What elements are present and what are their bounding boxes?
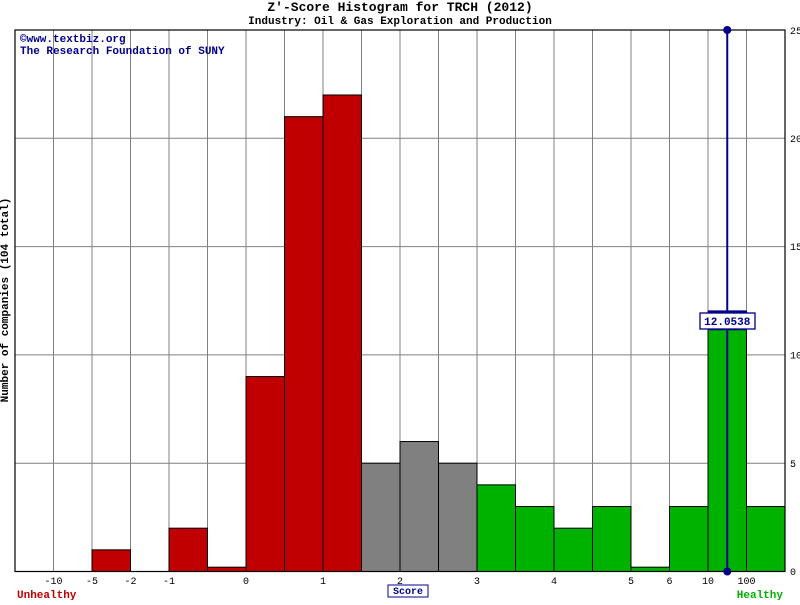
svg-text:5: 5 — [790, 460, 796, 471]
svg-text:10: 10 — [790, 352, 800, 363]
svg-text:-10: -10 — [44, 577, 62, 588]
svg-text:-1: -1 — [163, 577, 175, 588]
svg-text:20: 20 — [790, 135, 800, 146]
svg-text:-2: -2 — [124, 577, 136, 588]
svg-text:Number of companies (104 total: Number of companies (104 total) — [0, 198, 12, 403]
svg-text:10: 10 — [702, 577, 714, 588]
svg-text:-5: -5 — [86, 577, 98, 588]
svg-text:Z'-Score Histogram for TRCH (2: Z'-Score Histogram for TRCH (2012) — [267, 0, 532, 15]
svg-text:3: 3 — [474, 577, 480, 588]
svg-text:©www.textbiz.org: ©www.textbiz.org — [20, 34, 126, 46]
svg-text:6: 6 — [666, 577, 672, 588]
svg-text:15: 15 — [790, 243, 800, 254]
svg-text:The Research Foundation of SUN: The Research Foundation of SUNY — [20, 46, 225, 58]
svg-text:25: 25 — [790, 27, 800, 38]
svg-text:5: 5 — [628, 577, 634, 588]
svg-text:4: 4 — [551, 577, 557, 588]
svg-text:Industry: Oil & Gas Exploratio: Industry: Oil & Gas Exploration and Prod… — [248, 16, 552, 28]
svg-text:Score: Score — [393, 587, 423, 598]
svg-text:1: 1 — [320, 577, 326, 588]
svg-text:0: 0 — [243, 577, 249, 588]
svg-text:Healthy: Healthy — [737, 590, 784, 600]
svg-text:100: 100 — [737, 577, 755, 588]
svg-text:Unhealthy: Unhealthy — [17, 590, 77, 600]
svg-text:12.0538: 12.0538 — [704, 317, 751, 329]
svg-text:0: 0 — [790, 568, 796, 579]
